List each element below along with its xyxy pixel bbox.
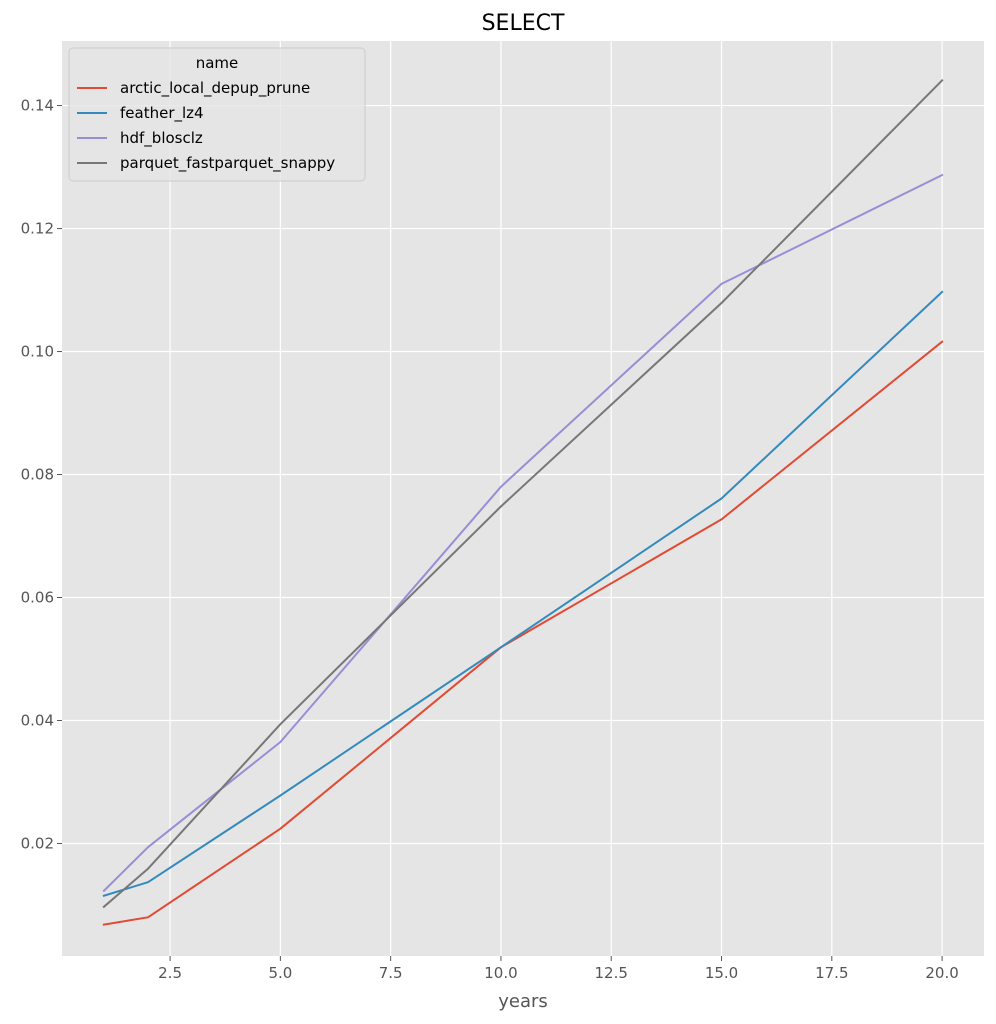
legend-label: hdf_blosclz xyxy=(120,129,203,148)
y-tick-label: 0.06 xyxy=(21,589,54,607)
x-tick-label: 5.0 xyxy=(268,964,292,982)
x-tick-label: 2.5 xyxy=(158,964,182,982)
legend-label: feather_lz4 xyxy=(120,104,204,123)
series-lines xyxy=(102,78,944,926)
series-line-arctic-local-depup-prune xyxy=(102,340,944,926)
series-line-parquet-fastparquet-snappy xyxy=(102,78,944,909)
y-tick-label: 0.04 xyxy=(21,711,54,729)
x-tick-label: 7.5 xyxy=(379,964,403,982)
x-tick-label: 15.0 xyxy=(705,964,738,982)
y-tick-label: 0.02 xyxy=(21,834,54,852)
y-tick-label: 0.12 xyxy=(21,220,54,238)
y-axis-ticks: 0.02 0.04 0.06 0.08 0.10 0.12 0.14 xyxy=(21,97,62,852)
series-line-feather-lz4 xyxy=(102,290,944,897)
y-tick-label: 0.10 xyxy=(21,343,54,361)
grid xyxy=(62,41,984,956)
legend: name arctic_local_depup_prune feather_lz4… xyxy=(68,47,366,182)
x-tick-label: 12.5 xyxy=(595,964,628,982)
legend-label: parquet_fastparquet_snappy xyxy=(120,154,335,173)
x-tick-label: 17.5 xyxy=(815,964,848,982)
chart-title: SELECT xyxy=(482,11,565,36)
legend-label: arctic_local_depup_prune xyxy=(120,79,310,98)
legend-title: name xyxy=(196,54,239,72)
x-tick-label: 20.0 xyxy=(925,964,958,982)
legend-box xyxy=(68,47,366,182)
x-axis-label: years xyxy=(498,991,548,1012)
x-axis-ticks: 2.5 5.0 7.5 10.0 12.5 15.0 17.5 20.0 xyxy=(158,956,959,982)
x-tick-label: 10.0 xyxy=(484,964,517,982)
y-tick-label: 0.08 xyxy=(21,466,54,484)
y-tick-label: 0.14 xyxy=(21,97,54,115)
legend-entries: arctic_local_depup_prune feather_lz4 hdf_b… xyxy=(77,79,335,173)
